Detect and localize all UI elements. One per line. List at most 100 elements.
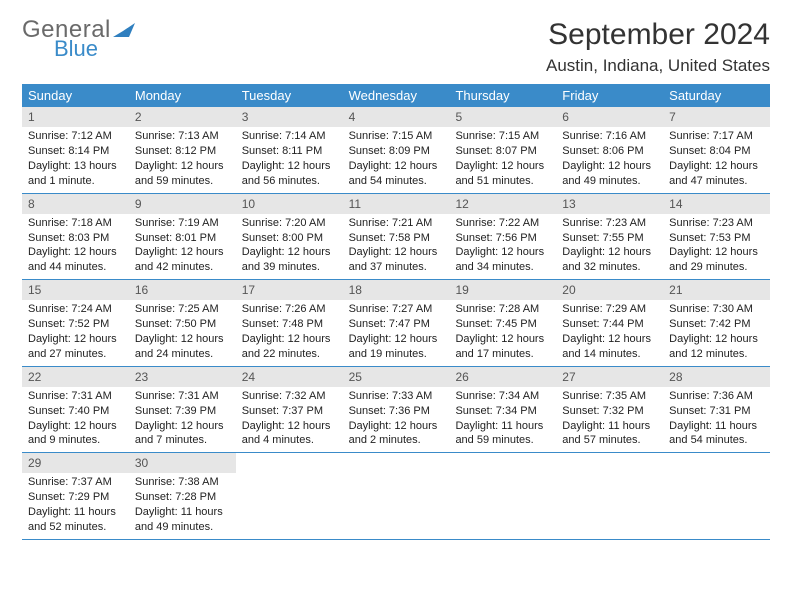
logo-text-blue: Blue xyxy=(54,38,135,60)
day-sunrise: Sunrise: 7:31 AM xyxy=(28,389,123,404)
day-cell: 14Sunrise: 7:23 AMSunset: 7:53 PMDayligh… xyxy=(663,194,770,280)
day-body: Sunrise: 7:13 AMSunset: 8:12 PMDaylight:… xyxy=(129,127,236,192)
day-body: Sunrise: 7:37 AMSunset: 7:29 PMDaylight:… xyxy=(22,473,129,538)
day-sunset: Sunset: 8:07 PM xyxy=(455,144,550,159)
weeks-container: 1Sunrise: 7:12 AMSunset: 8:14 PMDaylight… xyxy=(22,107,770,540)
day-daylight: Daylight: 12 hours and 4 minutes. xyxy=(242,419,337,449)
day-daylight: Daylight: 11 hours and 59 minutes. xyxy=(455,419,550,449)
day-cell: 19Sunrise: 7:28 AMSunset: 7:45 PMDayligh… xyxy=(449,280,556,366)
day-body: Sunrise: 7:34 AMSunset: 7:34 PMDaylight:… xyxy=(449,387,556,452)
day-daylight: Daylight: 12 hours and 42 minutes. xyxy=(135,245,230,275)
day-sunset: Sunset: 7:29 PM xyxy=(28,490,123,505)
day-body: Sunrise: 7:22 AMSunset: 7:56 PMDaylight:… xyxy=(449,214,556,279)
day-body: Sunrise: 7:38 AMSunset: 7:28 PMDaylight:… xyxy=(129,473,236,538)
day-sunrise: Sunrise: 7:13 AM xyxy=(135,129,230,144)
day-sunset: Sunset: 8:09 PM xyxy=(349,144,444,159)
day-sunset: Sunset: 8:01 PM xyxy=(135,231,230,246)
day-daylight: Daylight: 12 hours and 34 minutes. xyxy=(455,245,550,275)
day-sunset: Sunset: 8:04 PM xyxy=(669,144,764,159)
day-sunrise: Sunrise: 7:20 AM xyxy=(242,216,337,231)
calendar: SundayMondayTuesdayWednesdayThursdayFrid… xyxy=(22,84,770,540)
title-block: September 2024 Austin, Indiana, United S… xyxy=(546,18,770,76)
day-cell: 12Sunrise: 7:22 AMSunset: 7:56 PMDayligh… xyxy=(449,194,556,280)
day-sunset: Sunset: 8:00 PM xyxy=(242,231,337,246)
day-sunset: Sunset: 7:58 PM xyxy=(349,231,444,246)
week-row: 29Sunrise: 7:37 AMSunset: 7:29 PMDayligh… xyxy=(22,453,770,540)
day-daylight: Daylight: 11 hours and 54 minutes. xyxy=(669,419,764,449)
month-title: September 2024 xyxy=(546,18,770,52)
day-sunrise: Sunrise: 7:27 AM xyxy=(349,302,444,317)
day-cell xyxy=(343,453,450,539)
day-body: Sunrise: 7:15 AMSunset: 8:07 PMDaylight:… xyxy=(449,127,556,192)
day-cell xyxy=(236,453,343,539)
day-cell: 13Sunrise: 7:23 AMSunset: 7:55 PMDayligh… xyxy=(556,194,663,280)
day-number: 15 xyxy=(22,280,129,300)
day-daylight: Daylight: 12 hours and 49 minutes. xyxy=(562,159,657,189)
day-sunset: Sunset: 7:50 PM xyxy=(135,317,230,332)
day-sunset: Sunset: 7:40 PM xyxy=(28,404,123,419)
location: Austin, Indiana, United States xyxy=(546,56,770,76)
week-row: 22Sunrise: 7:31 AMSunset: 7:40 PMDayligh… xyxy=(22,367,770,454)
day-daylight: Daylight: 11 hours and 52 minutes. xyxy=(28,505,123,535)
day-number: 29 xyxy=(22,453,129,473)
day-daylight: Daylight: 12 hours and 37 minutes. xyxy=(349,245,444,275)
day-sunrise: Sunrise: 7:38 AM xyxy=(135,475,230,490)
day-cell: 30Sunrise: 7:38 AMSunset: 7:28 PMDayligh… xyxy=(129,453,236,539)
day-body: Sunrise: 7:31 AMSunset: 7:40 PMDaylight:… xyxy=(22,387,129,452)
day-sunrise: Sunrise: 7:24 AM xyxy=(28,302,123,317)
day-body: Sunrise: 7:27 AMSunset: 7:47 PMDaylight:… xyxy=(343,300,450,365)
day-body: Sunrise: 7:21 AMSunset: 7:58 PMDaylight:… xyxy=(343,214,450,279)
day-cell: 17Sunrise: 7:26 AMSunset: 7:48 PMDayligh… xyxy=(236,280,343,366)
day-sunset: Sunset: 8:12 PM xyxy=(135,144,230,159)
day-cell: 20Sunrise: 7:29 AMSunset: 7:44 PMDayligh… xyxy=(556,280,663,366)
dow-cell: Tuesday xyxy=(236,84,343,107)
day-daylight: Daylight: 13 hours and 1 minute. xyxy=(28,159,123,189)
day-daylight: Daylight: 11 hours and 57 minutes. xyxy=(562,419,657,449)
day-body: Sunrise: 7:16 AMSunset: 8:06 PMDaylight:… xyxy=(556,127,663,192)
day-daylight: Daylight: 12 hours and 24 minutes. xyxy=(135,332,230,362)
day-body: Sunrise: 7:31 AMSunset: 7:39 PMDaylight:… xyxy=(129,387,236,452)
day-number: 22 xyxy=(22,367,129,387)
day-daylight: Daylight: 12 hours and 17 minutes. xyxy=(455,332,550,362)
day-number: 21 xyxy=(663,280,770,300)
day-daylight: Daylight: 12 hours and 51 minutes. xyxy=(455,159,550,189)
day-sunrise: Sunrise: 7:19 AM xyxy=(135,216,230,231)
day-sunset: Sunset: 7:53 PM xyxy=(669,231,764,246)
day-sunrise: Sunrise: 7:32 AM xyxy=(242,389,337,404)
day-daylight: Daylight: 12 hours and 19 minutes. xyxy=(349,332,444,362)
day-cell: 26Sunrise: 7:34 AMSunset: 7:34 PMDayligh… xyxy=(449,367,556,453)
day-daylight: Daylight: 12 hours and 7 minutes. xyxy=(135,419,230,449)
day-number: 20 xyxy=(556,280,663,300)
day-body: Sunrise: 7:15 AMSunset: 8:09 PMDaylight:… xyxy=(343,127,450,192)
day-number: 23 xyxy=(129,367,236,387)
dow-cell: Wednesday xyxy=(343,84,450,107)
day-sunrise: Sunrise: 7:30 AM xyxy=(669,302,764,317)
day-body: Sunrise: 7:24 AMSunset: 7:52 PMDaylight:… xyxy=(22,300,129,365)
day-daylight: Daylight: 12 hours and 2 minutes. xyxy=(349,419,444,449)
day-sunrise: Sunrise: 7:22 AM xyxy=(455,216,550,231)
day-sunrise: Sunrise: 7:28 AM xyxy=(455,302,550,317)
day-body: Sunrise: 7:23 AMSunset: 7:53 PMDaylight:… xyxy=(663,214,770,279)
day-number: 14 xyxy=(663,194,770,214)
day-body: Sunrise: 7:14 AMSunset: 8:11 PMDaylight:… xyxy=(236,127,343,192)
day-daylight: Daylight: 12 hours and 59 minutes. xyxy=(135,159,230,189)
day-number: 12 xyxy=(449,194,556,214)
day-number: 11 xyxy=(343,194,450,214)
day-sunset: Sunset: 8:11 PM xyxy=(242,144,337,159)
dow-cell: Friday xyxy=(556,84,663,107)
day-sunset: Sunset: 7:36 PM xyxy=(349,404,444,419)
day-cell: 8Sunrise: 7:18 AMSunset: 8:03 PMDaylight… xyxy=(22,194,129,280)
day-cell: 18Sunrise: 7:27 AMSunset: 7:47 PMDayligh… xyxy=(343,280,450,366)
day-body: Sunrise: 7:32 AMSunset: 7:37 PMDaylight:… xyxy=(236,387,343,452)
week-row: 8Sunrise: 7:18 AMSunset: 8:03 PMDaylight… xyxy=(22,194,770,281)
day-sunset: Sunset: 7:28 PM xyxy=(135,490,230,505)
day-number: 8 xyxy=(22,194,129,214)
day-cell: 24Sunrise: 7:32 AMSunset: 7:37 PMDayligh… xyxy=(236,367,343,453)
day-sunrise: Sunrise: 7:12 AM xyxy=(28,129,123,144)
day-daylight: Daylight: 12 hours and 54 minutes. xyxy=(349,159,444,189)
day-body: Sunrise: 7:12 AMSunset: 8:14 PMDaylight:… xyxy=(22,127,129,192)
day-sunset: Sunset: 7:39 PM xyxy=(135,404,230,419)
day-sunset: Sunset: 8:14 PM xyxy=(28,144,123,159)
day-number: 27 xyxy=(556,367,663,387)
day-daylight: Daylight: 12 hours and 22 minutes. xyxy=(242,332,337,362)
